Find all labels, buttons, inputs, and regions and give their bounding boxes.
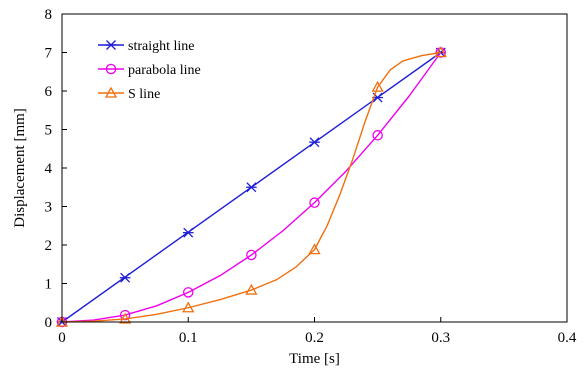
data-point-asterisk (309, 137, 320, 148)
legend-label: straight line (128, 39, 195, 54)
legend-entry: S line (98, 86, 160, 102)
legend-entry: straight line (98, 39, 195, 54)
y-tick-label: 2 (45, 238, 53, 254)
data-point-asterisk (105, 40, 117, 50)
x-tick-label: 0.2 (305, 330, 324, 346)
data-point-asterisk (182, 227, 194, 238)
axes: 0 0.1 0.2 0.3 0.4 0 1 2 3 4 5 6 7 8 (45, 7, 577, 346)
data-point-triangle (119, 312, 132, 324)
data-point-circle (119, 309, 131, 321)
series-straight-line (56, 47, 447, 327)
data-point-asterisk (119, 272, 131, 283)
data-point-circle (309, 197, 320, 208)
y-tick-label: 4 (45, 161, 53, 177)
y-tick-label: 7 (45, 46, 53, 62)
series-S-line (55, 46, 447, 327)
data-point-triangle (245, 283, 258, 295)
y-axis-label: Displacement [mm] (12, 108, 28, 228)
data-point-triangle (371, 80, 384, 92)
legend-label: parabola line (128, 63, 201, 78)
legend: straight line parabola line S line (98, 39, 201, 102)
y-tick-label: 5 (45, 123, 53, 139)
plot-frame (61, 13, 568, 323)
data-point-circle (105, 63, 117, 75)
x-tick-label: 0.1 (179, 330, 198, 346)
y-tick-label: 3 (45, 200, 53, 216)
x-tick-label: 0 (58, 330, 66, 346)
x-tick-label: 0.4 (558, 330, 577, 346)
y-tick-label: 6 (45, 84, 53, 100)
data-point-triangle (308, 243, 321, 255)
y-tick-label: 0 (45, 315, 53, 331)
plot-area (55, 46, 447, 328)
legend-entry: parabola line (98, 63, 201, 78)
series-line (61, 51, 441, 323)
y-tick-label: 8 (45, 7, 53, 23)
y-tick-label: 1 (45, 277, 53, 293)
data-point-circle (182, 287, 194, 298)
data-point-asterisk (246, 182, 257, 193)
data-point-triangle (434, 46, 447, 58)
x-tick-label: 0.3 (431, 330, 450, 346)
data-point-triangle (182, 301, 195, 313)
data-point-triangle (104, 86, 118, 98)
data-point-circle (246, 249, 257, 261)
x-axis-label: Time [s] (289, 351, 340, 367)
legend-label: S line (128, 87, 160, 102)
data-point-circle (372, 130, 383, 141)
